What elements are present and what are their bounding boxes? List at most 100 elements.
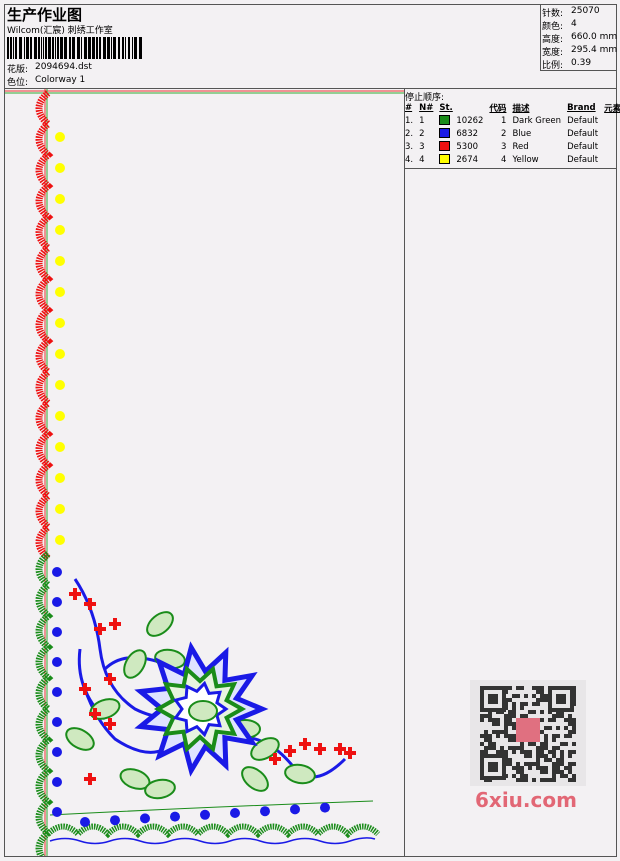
needle: 2 — [419, 128, 425, 139]
element — [601, 127, 620, 140]
leaf — [89, 698, 121, 720]
qr-module — [512, 766, 516, 770]
qr-module — [492, 730, 496, 734]
blue-dot — [52, 657, 62, 667]
qr-module — [572, 730, 576, 734]
qr-module — [556, 726, 560, 730]
yellow-dot — [55, 194, 65, 204]
qr-code — [470, 680, 586, 786]
blue-dot — [52, 597, 62, 607]
row-index: 4. — [405, 154, 414, 165]
embroidery-design — [5, 89, 404, 856]
red-cross — [89, 708, 101, 720]
qr-module — [568, 734, 572, 738]
qr-module — [520, 742, 524, 746]
qr-module — [528, 742, 532, 746]
qr-module — [540, 742, 544, 746]
leaf — [123, 649, 147, 679]
qr-module — [528, 766, 532, 770]
qr-module — [544, 742, 548, 746]
bar — [132, 37, 133, 59]
row-index: 2. — [405, 128, 414, 139]
qr-module — [532, 702, 536, 706]
bar — [107, 37, 110, 59]
code: 1 — [501, 115, 507, 126]
code: 2 — [501, 128, 507, 139]
yellow-dot — [55, 473, 65, 483]
blue-dot — [52, 777, 62, 787]
qr-module — [540, 718, 544, 722]
qr-module — [524, 702, 528, 706]
qr-module — [508, 722, 512, 726]
divider — [4, 88, 617, 89]
stitches: 2674 — [456, 154, 479, 165]
qr-module — [544, 694, 548, 698]
qr-module — [524, 714, 528, 718]
red-cross — [84, 773, 96, 785]
yellow-dot — [55, 256, 65, 266]
table-row: 4. 4 2674 4 Yellow Default — [402, 153, 620, 166]
qr-module — [484, 738, 488, 742]
qr-module — [560, 770, 564, 774]
qr-module — [520, 766, 524, 770]
qr-logo — [516, 718, 540, 742]
qr-module — [540, 770, 544, 774]
color-swatch — [439, 128, 451, 139]
brand: Default — [567, 154, 599, 165]
info-value: 295.4 mm — [571, 45, 618, 55]
qr-module — [568, 722, 572, 726]
info-value: 25070 — [571, 6, 600, 16]
qr-module — [516, 762, 520, 766]
qr-module — [568, 754, 572, 758]
qr-finder — [488, 694, 498, 704]
qr-module — [572, 762, 576, 766]
qr-module — [552, 766, 556, 770]
yellow-dot — [55, 318, 65, 328]
qr-module — [564, 718, 568, 722]
qr-module — [540, 746, 544, 750]
bar — [77, 37, 80, 59]
qr-module — [516, 770, 520, 774]
qr-module — [556, 770, 560, 774]
qr-module — [504, 750, 508, 754]
bar — [41, 37, 42, 59]
blue-dot — [290, 804, 300, 815]
qr-module — [552, 746, 556, 750]
qr-module — [556, 746, 560, 750]
qr-module — [536, 762, 540, 766]
qr-module — [548, 758, 552, 762]
bar — [125, 37, 126, 59]
bar — [57, 37, 59, 59]
stitches: 5300 — [456, 141, 479, 152]
bar — [15, 37, 17, 59]
qr-module — [492, 718, 496, 722]
qr-module — [544, 726, 548, 730]
stitches-cell: 2674 — [436, 153, 486, 166]
qr-module — [556, 714, 560, 718]
code: 3 — [501, 141, 507, 152]
yellow-dot — [55, 349, 65, 359]
vine — [83, 688, 166, 754]
qr-module — [512, 710, 516, 714]
qr-module — [560, 754, 564, 758]
blue-dot — [52, 717, 62, 727]
qr-module — [512, 722, 516, 726]
stitches-cell: 6832 — [436, 127, 486, 140]
qr-module — [560, 774, 564, 778]
qr-module — [568, 718, 572, 722]
design-label: 花版: — [7, 65, 29, 75]
qr-module — [552, 762, 556, 766]
qr-module — [488, 738, 492, 742]
bar — [111, 37, 112, 59]
qr-module — [488, 718, 492, 722]
qr-module — [560, 758, 564, 762]
color-swatch — [439, 115, 451, 126]
qr-module — [496, 734, 500, 738]
qr-module — [540, 730, 544, 734]
qr-module — [508, 698, 512, 702]
qr-module — [568, 730, 572, 734]
qr-module — [500, 750, 504, 754]
qr-module — [488, 734, 492, 738]
design-value: 2094694.dst — [35, 62, 92, 72]
title: 生产作业图 — [7, 6, 83, 24]
